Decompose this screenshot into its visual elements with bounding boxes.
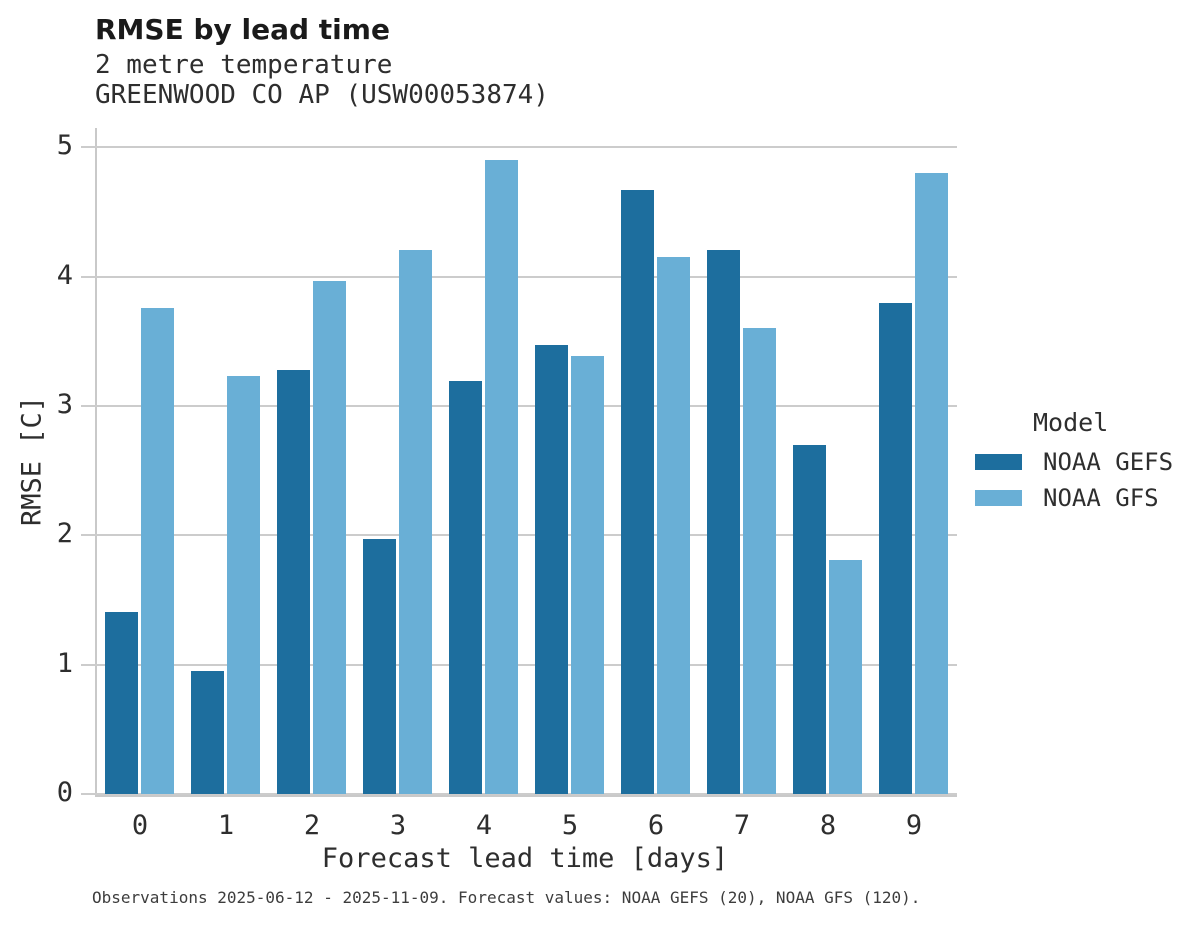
x-tick-label-0: 0 — [131, 810, 149, 841]
legend-label-gfs: NOAA GFS — [1043, 484, 1159, 512]
bar-group-day-2 — [269, 128, 355, 794]
bar-noaa-gfs-day-0 — [141, 307, 174, 794]
x-tick-label-9: 9 — [905, 810, 923, 841]
legend-label-gefs: NOAA GEFS — [1043, 448, 1174, 476]
legend-swatch-gfs — [975, 490, 1022, 506]
bar-noaa-gefs-day-8 — [793, 444, 826, 794]
bar-group-day-4 — [441, 128, 527, 794]
bar-noaa-gefs-day-4 — [449, 381, 482, 794]
x-tick-label-5: 5 — [561, 810, 579, 841]
bar-group-day-5 — [527, 128, 613, 794]
bar-noaa-gefs-day-3 — [363, 539, 396, 794]
x-tick-label-6: 6 — [647, 810, 665, 841]
bar-noaa-gefs-day-9 — [879, 302, 912, 794]
gridline-y-0 — [81, 793, 957, 795]
bar-noaa-gfs-day-3 — [399, 249, 432, 794]
y-tick-label-3: 3 — [56, 389, 73, 421]
bar-noaa-gfs-day-8 — [829, 559, 862, 794]
gridline-y-2 — [81, 534, 957, 537]
bar-group-day-7 — [699, 128, 785, 794]
bar-noaa-gefs-day-1 — [191, 671, 224, 794]
y-tick-label-5: 5 — [56, 130, 73, 162]
y-tick-label-2: 2 — [56, 518, 73, 550]
legend-swatch-gefs — [975, 454, 1022, 470]
gridline-y-3 — [81, 405, 957, 408]
bar-noaa-gefs-day-2 — [277, 369, 310, 794]
chart-title: RMSE by lead time — [95, 13, 390, 46]
legend-entry-gfs: NOAA GFS — [975, 484, 1195, 512]
bar-group-day-0 — [97, 128, 183, 794]
x-axis-title: Forecast lead time [days] — [321, 843, 729, 874]
y-tick-label-4: 4 — [56, 259, 73, 291]
x-tick-label-7: 7 — [733, 810, 751, 841]
x-tick-label-8: 8 — [819, 810, 837, 841]
bar-group-day-3 — [355, 128, 441, 794]
bar-noaa-gfs-day-9 — [915, 173, 948, 794]
bar-noaa-gefs-day-0 — [105, 611, 138, 794]
bar-noaa-gfs-day-6 — [657, 257, 690, 794]
bar-noaa-gfs-day-2 — [313, 280, 346, 794]
gridline-y-5 — [81, 146, 957, 149]
bar-noaa-gfs-day-4 — [485, 160, 518, 794]
y-axis-title: RMSE [C] — [16, 395, 48, 527]
plot-area: 0 1 2 3 4 5 0 1 2 3 4 5 6 7 8 9 — [57, 128, 957, 841]
bar-noaa-gefs-day-5 — [535, 345, 568, 794]
y-tick-label-1: 1 — [56, 647, 73, 679]
x-tick-label-2: 2 — [303, 810, 321, 841]
legend: Model NOAA GEFS NOAA GFS — [975, 408, 1195, 512]
gridline-y-4 — [81, 275, 957, 278]
bar-noaa-gefs-day-7 — [707, 249, 740, 794]
legend-title: Model — [1033, 408, 1109, 437]
bar-group-day-6 — [613, 128, 699, 794]
bar-noaa-gefs-day-6 — [621, 190, 654, 794]
x-tick-label-4: 4 — [475, 810, 493, 841]
y-tick-label-0: 0 — [56, 777, 73, 808]
chart-subtitle-variable: 2 metre temperature — [95, 50, 393, 80]
bar-noaa-gfs-day-7 — [743, 328, 776, 794]
caption: Observations 2025-06-12 - 2025-11-09. Fo… — [92, 888, 921, 907]
bar-group-day-8 — [785, 128, 871, 794]
legend-entry-gefs: NOAA GEFS — [975, 448, 1195, 476]
bar-noaa-gfs-day-5 — [571, 355, 604, 794]
bar-group-day-1 — [183, 128, 269, 794]
gridline-y-1 — [81, 663, 957, 666]
x-tick-label-1: 1 — [217, 810, 235, 841]
x-tick-label-3: 3 — [389, 810, 407, 841]
bar-noaa-gfs-day-1 — [227, 376, 260, 794]
bar-group-day-9 — [871, 128, 957, 794]
chart-subtitle-station: GREENWOOD CO AP (USW00053874) — [95, 80, 549, 110]
